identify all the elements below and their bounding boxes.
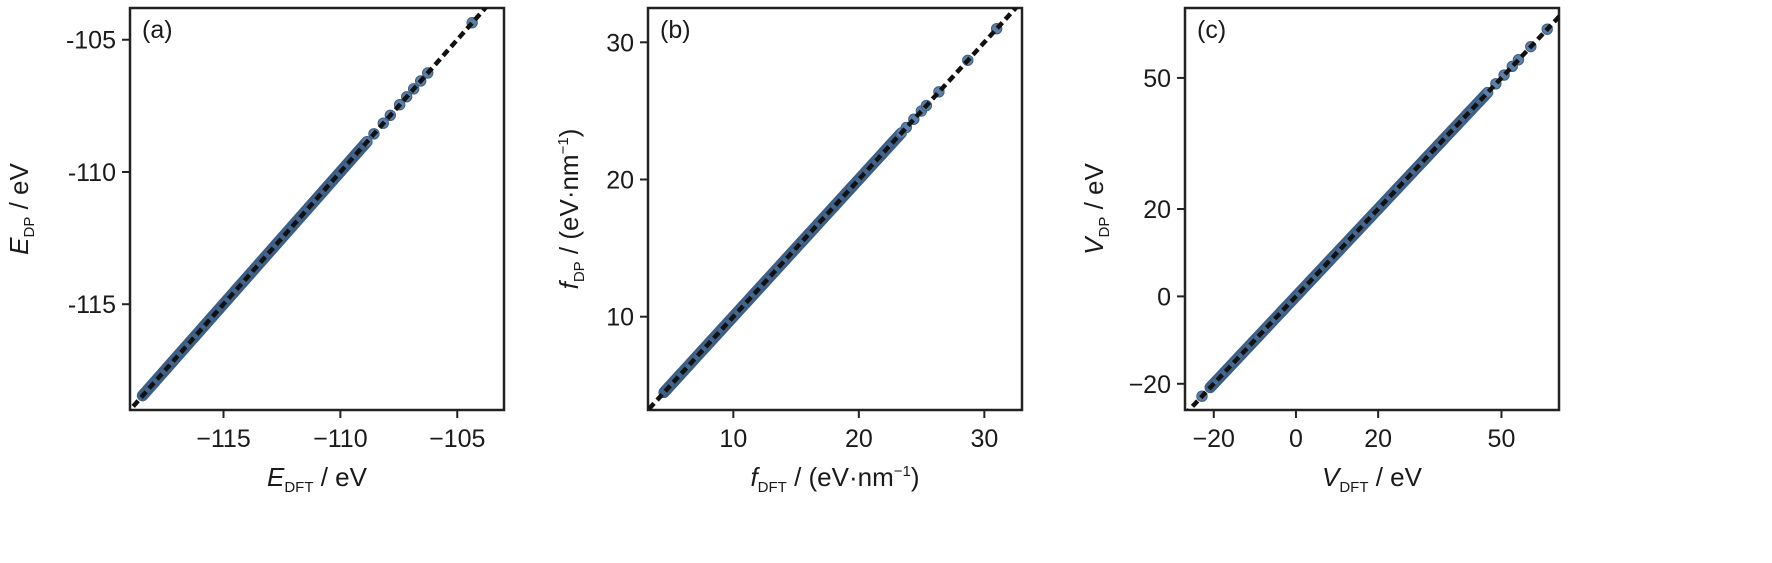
plot-frame [128,6,506,412]
y-axis-label: EDP / eV [4,163,38,255]
x-tick-label: 20 [845,425,873,453]
plot-area [1186,13,1559,410]
x-tick-label: 10 [719,425,747,453]
y-tick-label: 20 [1143,196,1171,224]
plot-frame [646,6,1024,412]
y-tick-label: 0 [1157,283,1171,311]
panel-b: 10 20 30 10 20 30 (b) fDFT / (eV·nm−1) fDP / (eV… [554,6,1024,496]
y-tick-label: −20 [1129,371,1171,399]
y-tick-label: 20 [606,167,634,195]
x-tick-label: 0 [1289,425,1303,453]
plot-area [648,8,1019,410]
panel-label: (b) [660,16,691,44]
x-tick-label: 50 [1488,425,1516,453]
x-tick-label: 20 [1364,425,1392,453]
y-tick-label: -110 [68,159,116,187]
y-axis-label: fDP / (eV·nm−1) [554,129,588,290]
x-tick-label: 30 [970,425,998,453]
x-tick-label: −110 [313,425,367,453]
plot-area [131,8,489,408]
x-axis-label: fDFT / (eV·nm−1) [750,462,919,496]
y-tick-label: -115 [68,291,116,319]
y-tick-label: 50 [1143,65,1171,93]
x-axis-label: EDFT / eV [267,462,368,496]
reference-line [648,8,1019,410]
panel-a: −115 −110 −105 -115 -110 -105 (a) EDFT / eV EDP … [4,6,506,496]
y-tick-label: 30 [606,29,634,57]
x-tick-label: −105 [429,425,485,453]
panel-label: (a) [142,16,173,44]
reference-line [131,8,489,408]
reference-line [1186,13,1559,410]
x-tick-label: −115 [196,425,250,453]
x-axis-label: VDFT / eV [1322,462,1423,496]
x-tick-label: −20 [1193,425,1235,453]
y-tick-label: -105 [66,27,116,55]
panel-c: −20 0 20 50 −20 0 20 50 (c) VDFT / eV VDP / eV [1079,6,1561,496]
y-tick-label: 10 [606,304,634,332]
panel-label: (c) [1197,16,1226,44]
y-axis-label: VDP / eV [1079,163,1113,255]
